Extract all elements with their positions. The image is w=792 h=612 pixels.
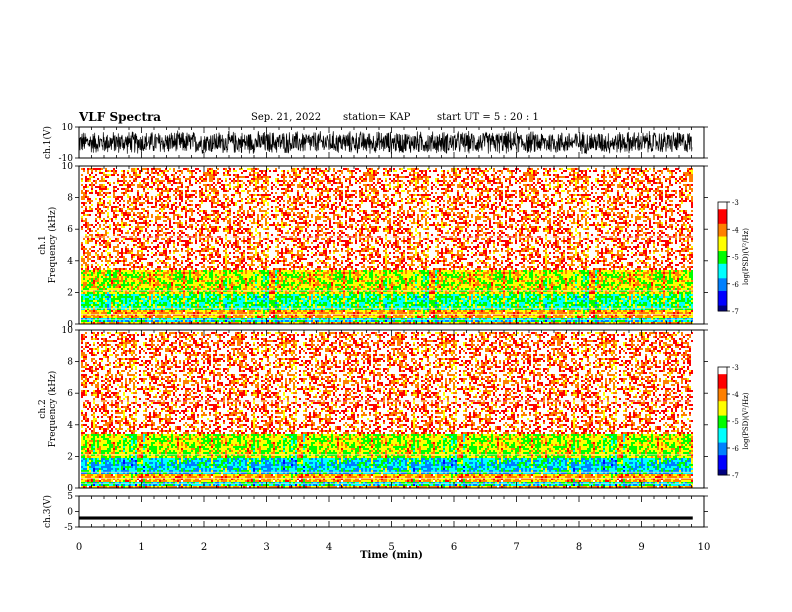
colorbar-tick-label: -4 (732, 391, 739, 399)
colorbar-tick-label: -5 (732, 254, 739, 262)
ytick-label: 0 (67, 508, 73, 518)
colorbar-label: log(PSD)(V²/Hz) (742, 392, 750, 449)
panel-frame-4: 5 0 -5 ch.3(V) (42, 492, 708, 533)
y-axis-label: ch.2 (38, 399, 48, 418)
ytick-label: 2 (67, 452, 73, 462)
ytick-label: 10 (62, 326, 74, 336)
colorbar-tick-label: -3 (732, 199, 739, 207)
colorbar-tick-label: -5 (732, 418, 739, 426)
xtick-label: 9 (638, 542, 644, 553)
colorbar-tick-label: -6 (732, 445, 739, 453)
colorbar-tick-label: -7 (732, 472, 739, 480)
waveform-ch3 (79, 516, 693, 519)
xtick-label: 3 (263, 542, 269, 553)
ytick-label: -5 (64, 523, 73, 533)
colorbar-label: log(PSD)(V²/Hz) (742, 228, 750, 285)
colorbar-tick-label: -7 (732, 308, 739, 316)
xtick-label: 2 (201, 542, 207, 553)
xtick-label: 7 (513, 542, 519, 553)
y-axis-label: ch.1 (38, 235, 48, 254)
ytick-label: 4 (67, 421, 73, 431)
y-axis-label: ch.3(V) (42, 495, 53, 528)
colorbar-tick-label: -4 (732, 226, 739, 234)
vlf-spectra-figure: 10-10ch.1(V)0246810ch.1 Frequency (kHz)02… (0, 0, 792, 612)
ytick-label: 8 (67, 358, 73, 368)
y-axis-label: ch.1(V) (42, 126, 53, 159)
ytick-label: 6 (67, 389, 73, 399)
ytick-label: 6 (67, 225, 73, 235)
ytick-label: 8 (67, 194, 73, 204)
colorbar-ch1: -3 -4 -5 -6 -7 log(PSD)(V²/Hz) (718, 199, 750, 316)
xtick-label: 1 (138, 542, 144, 553)
ytick-label: 5 (67, 492, 73, 502)
colorbar-tick-label: -6 (732, 281, 739, 289)
spectrogram-ch1 (81, 168, 693, 324)
xtick-label: 4 (326, 542, 332, 553)
y-axis-label: Frequency (kHz) (47, 207, 58, 284)
ytick-label: 4 (67, 257, 73, 267)
xtick-label: 6 (451, 542, 457, 553)
x-axis-title: Time (min) (360, 550, 423, 561)
y-axis-label: Frequency (kHz) (47, 371, 58, 448)
xtick-label: 0 (76, 542, 82, 553)
xtick-label: 10 (698, 542, 711, 553)
xtick-label: 8 (576, 542, 582, 553)
waveform-ch1 (79, 131, 692, 154)
colorbar-tick-label: -3 (732, 364, 739, 372)
ytick-label: 10 (62, 123, 74, 133)
spectrogram-ch2 (81, 332, 693, 488)
ytick-label: 10 (62, 162, 74, 172)
ytick-label: 2 (67, 288, 73, 298)
colorbar-ch2: -3 -4 -5 -6 -7 log(PSD)(V²/Hz) (718, 364, 750, 480)
